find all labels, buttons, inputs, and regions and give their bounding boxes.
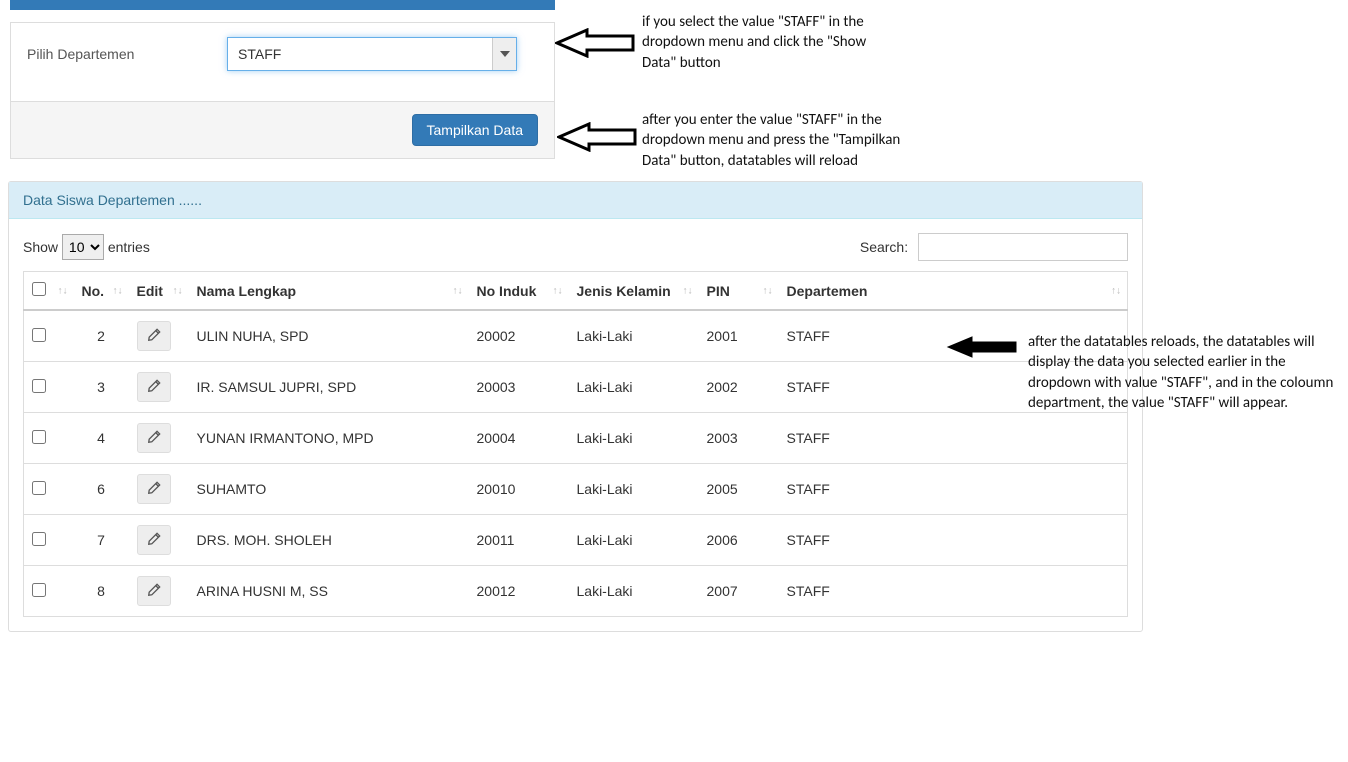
annotation-1: if you select the value "STAFF" in the d… xyxy=(642,12,902,73)
cell-dept: STAFF xyxy=(779,413,1128,464)
cell-pin: 2003 xyxy=(699,413,779,464)
cell-pin: 2006 xyxy=(699,515,779,566)
search-label: Search: xyxy=(860,239,908,255)
cell-dept: STAFF xyxy=(779,464,1128,515)
row-checkbox[interactable] xyxy=(32,532,46,546)
cell-pin: 2002 xyxy=(699,362,779,413)
cell-nama: ULIN NUHA, SPD xyxy=(189,310,469,362)
col-pin[interactable]: PIN↑↓ xyxy=(699,272,779,311)
cell-nama: DRS. MOH. SHOLEH xyxy=(189,515,469,566)
cell-dept: STAFF xyxy=(779,515,1128,566)
edit-button[interactable] xyxy=(137,321,171,351)
button-row: Tampilkan Data xyxy=(11,101,554,158)
select-all-checkbox[interactable] xyxy=(32,282,46,296)
cell-pin: 2007 xyxy=(699,566,779,617)
cell-kelamin: Laki-Laki xyxy=(569,362,699,413)
search-control: Search: xyxy=(860,233,1128,261)
annotation-2: after you enter the value "STAFF" in the… xyxy=(642,110,932,171)
header-row: ↑↓ No.↑↓ Edit↑↓ Nama Lengkap↑↓ No Induk↑… xyxy=(24,272,1128,311)
col-induk[interactable]: No Induk↑↓ xyxy=(469,272,569,311)
pencil-icon xyxy=(147,379,161,396)
filter-panel: Pilih Departemen STAFF Tampilkan Data xyxy=(10,22,555,159)
row-checkbox[interactable] xyxy=(32,328,46,342)
col-nama[interactable]: Nama Lengkap↑↓ xyxy=(189,272,469,311)
row-checkbox[interactable] xyxy=(32,430,46,444)
cell-pin: 2001 xyxy=(699,310,779,362)
arrow-icon xyxy=(557,122,637,152)
cell-nama: ARINA HUSNI M, SS xyxy=(189,566,469,617)
dropdown-value: STAFF xyxy=(228,40,492,68)
entries-control: Show 10 entries xyxy=(23,234,150,260)
row-checkbox[interactable] xyxy=(32,379,46,393)
col-checkbox[interactable]: ↑↓ xyxy=(24,272,74,311)
pencil-icon xyxy=(147,481,161,498)
pencil-icon xyxy=(147,583,161,600)
table-row: 8 ARINA HUSNI M, SS20012Laki-Laki2007STAF… xyxy=(24,566,1128,617)
edit-button[interactable] xyxy=(137,423,171,453)
col-edit[interactable]: Edit↑↓ xyxy=(129,272,189,311)
cell-induk: 20003 xyxy=(469,362,569,413)
cell-kelamin: Laki-Laki xyxy=(569,413,699,464)
cell-no: 8 xyxy=(74,566,129,617)
panel-heading: Data Siswa Departemen ...... xyxy=(9,182,1142,219)
cell-no: 4 xyxy=(74,413,129,464)
pencil-icon xyxy=(147,328,161,345)
pencil-icon xyxy=(147,430,161,447)
cell-no: 2 xyxy=(74,310,129,362)
annotation-3: after the datatables reloads, the datata… xyxy=(1028,332,1338,413)
cell-no: 3 xyxy=(74,362,129,413)
panel-body: Show 10 entries Search: ↑↓ No.↑↓ Edit↑↓ … xyxy=(9,219,1142,631)
entries-label: entries xyxy=(108,239,150,255)
pencil-icon xyxy=(147,532,161,549)
col-departemen[interactable]: Departemen↑↓ xyxy=(779,272,1128,311)
edit-button[interactable] xyxy=(137,474,171,504)
cell-induk: 20010 xyxy=(469,464,569,515)
col-kelamin[interactable]: Jenis Kelamin↑↓ xyxy=(569,272,699,311)
table-controls: Show 10 entries Search: xyxy=(23,233,1128,261)
cell-kelamin: Laki-Laki xyxy=(569,464,699,515)
department-dropdown[interactable]: STAFF xyxy=(227,37,517,71)
arrow-icon xyxy=(946,336,1018,358)
table-row: 4 YUNAN IRMANTONO, MPD20004Laki-Laki2003S… xyxy=(24,413,1128,464)
edit-button[interactable] xyxy=(137,576,171,606)
data-panel: Data Siswa Departemen ...... Show 10 ent… xyxy=(8,181,1143,632)
search-input[interactable] xyxy=(918,233,1128,261)
col-no[interactable]: No.↑↓ xyxy=(74,272,129,311)
entries-select[interactable]: 10 xyxy=(62,234,104,260)
cell-induk: 20011 xyxy=(469,515,569,566)
show-data-button[interactable]: Tampilkan Data xyxy=(412,114,539,146)
cell-induk: 20004 xyxy=(469,413,569,464)
chevron-down-icon[interactable] xyxy=(492,38,516,70)
cell-pin: 2005 xyxy=(699,464,779,515)
cell-nama: IR. SAMSUL JUPRI, SPD xyxy=(189,362,469,413)
cell-kelamin: Laki-Laki xyxy=(569,310,699,362)
table-row: 7 DRS. MOH. SHOLEH20011Laki-Laki2006STAFF xyxy=(24,515,1128,566)
cell-nama: SUHAMTO xyxy=(189,464,469,515)
cell-induk: 20002 xyxy=(469,310,569,362)
table-row: 3 IR. SAMSUL JUPRI, SPD20003Laki-Laki2002… xyxy=(24,362,1128,413)
cell-kelamin: Laki-Laki xyxy=(569,515,699,566)
edit-button[interactable] xyxy=(137,525,171,555)
department-label: Pilih Departemen xyxy=(27,46,227,62)
show-label: Show xyxy=(23,239,58,255)
row-checkbox[interactable] xyxy=(32,583,46,597)
edit-button[interactable] xyxy=(137,372,171,402)
cell-nama: YUNAN IRMANTONO, MPD xyxy=(189,413,469,464)
cell-induk: 20012 xyxy=(469,566,569,617)
data-table: ↑↓ No.↑↓ Edit↑↓ Nama Lengkap↑↓ No Induk↑… xyxy=(23,271,1128,617)
form-row: Pilih Departemen STAFF xyxy=(27,37,538,71)
top-bar xyxy=(10,0,555,10)
cell-dept: STAFF xyxy=(779,566,1128,617)
cell-kelamin: Laki-Laki xyxy=(569,566,699,617)
row-checkbox[interactable] xyxy=(32,481,46,495)
cell-no: 7 xyxy=(74,515,129,566)
cell-no: 6 xyxy=(74,464,129,515)
arrow-icon xyxy=(555,28,635,58)
table-row: 6 SUHAMTO20010Laki-Laki2005STAFF xyxy=(24,464,1128,515)
